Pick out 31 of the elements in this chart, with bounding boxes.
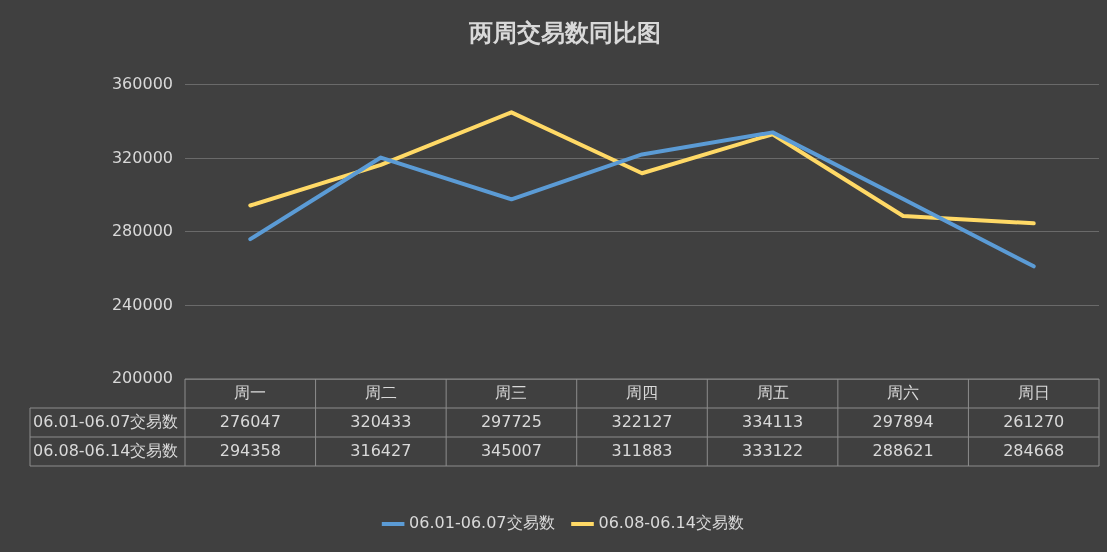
y-tick-label: 320000 bbox=[111, 147, 173, 167]
chart-title: 两周交易数同比图 bbox=[467, 17, 661, 47]
x-tick-label: 周四 bbox=[626, 382, 658, 402]
text: 06.08-06.14交易数 bbox=[33, 440, 179, 460]
data-label: 288621 bbox=[872, 440, 934, 460]
data-label: 333122 bbox=[742, 440, 804, 460]
data-label: 294358 bbox=[219, 440, 281, 460]
y-tick-label: 360000 bbox=[111, 73, 173, 93]
data-label: 320433 bbox=[350, 411, 412, 431]
y-tick-label: 280000 bbox=[111, 221, 173, 241]
y-tick-label: 240000 bbox=[111, 294, 173, 314]
data-label: 261270 bbox=[1003, 411, 1065, 431]
x-tick-label: 周五 bbox=[756, 382, 789, 402]
legend-label: 06.01-06.07交易数 bbox=[409, 513, 555, 533]
y-tick-label: 200000 bbox=[111, 368, 173, 388]
x-tick-label: 周日 bbox=[1017, 382, 1050, 402]
legend-label: 06.08-06.14交易数 bbox=[598, 513, 744, 533]
data-label: 276047 bbox=[219, 411, 281, 431]
data-label: 334113 bbox=[742, 411, 804, 431]
data-label: 284668 bbox=[1003, 440, 1065, 460]
x-tick-label: 周六 bbox=[887, 382, 920, 402]
data-label: 297725 bbox=[480, 411, 542, 431]
data-label: 297894 bbox=[872, 411, 934, 431]
text: 06.01-06.07交易数 bbox=[33, 411, 179, 431]
data-label: 311883 bbox=[611, 440, 673, 460]
x-tick-label: 周三 bbox=[495, 382, 528, 402]
x-tick-label: 周二 bbox=[364, 382, 397, 402]
x-tick-label: 周一 bbox=[234, 382, 267, 402]
data-label: 316427 bbox=[350, 440, 412, 460]
data-label: 345007 bbox=[480, 440, 542, 460]
data-label: 322127 bbox=[611, 411, 673, 431]
